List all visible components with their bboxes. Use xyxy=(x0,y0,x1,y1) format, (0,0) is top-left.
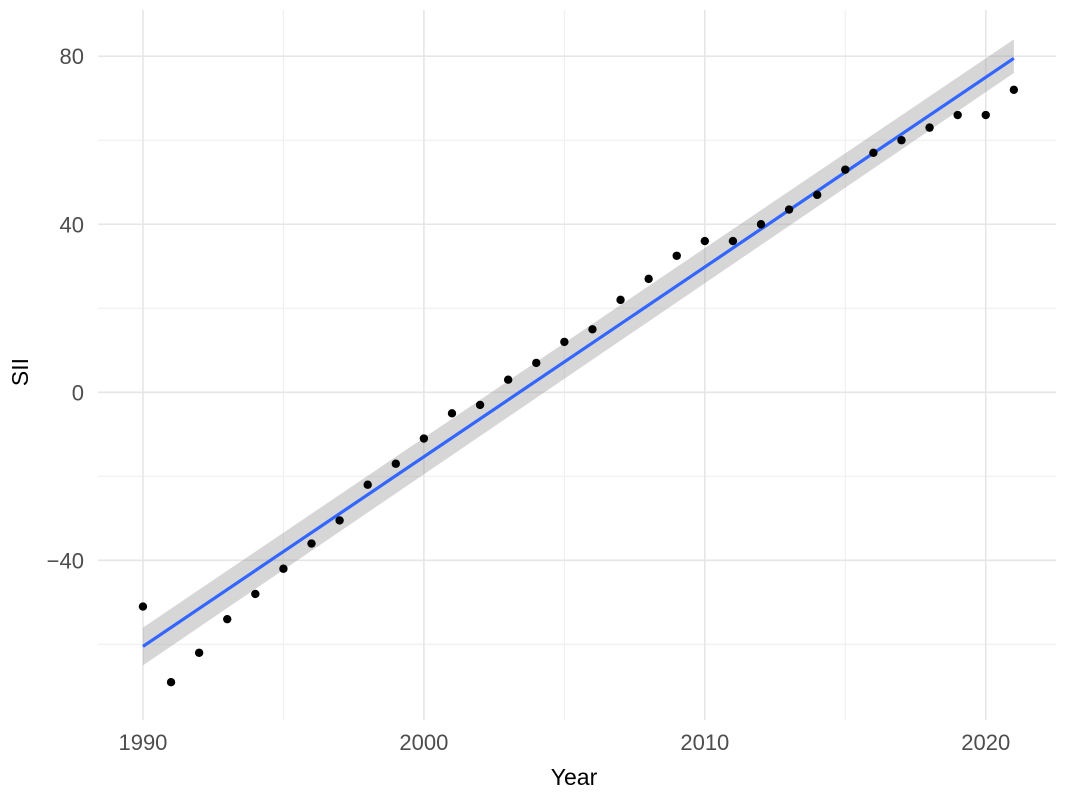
x-tick-label: 2010 xyxy=(680,730,729,755)
data-point xyxy=(391,459,400,468)
x-tick-label: 1990 xyxy=(118,730,167,755)
data-point xyxy=(138,602,148,611)
data-points xyxy=(138,85,1019,687)
data-point xyxy=(223,614,232,624)
y-tick-label: −40 xyxy=(47,548,84,573)
x-axis-title: Year xyxy=(551,764,598,790)
data-point xyxy=(672,251,681,260)
data-point xyxy=(897,136,906,145)
data-point xyxy=(447,409,457,418)
data-point xyxy=(784,205,794,214)
grid-major xyxy=(98,10,1056,720)
data-point xyxy=(869,148,878,158)
data-point xyxy=(616,295,625,305)
trend-line-layer xyxy=(142,56,1015,648)
y-axis-title: SII xyxy=(7,358,33,386)
data-point xyxy=(981,110,990,120)
data-point xyxy=(419,434,429,443)
data-point xyxy=(813,190,822,200)
x-tick-label: 2000 xyxy=(399,730,448,755)
data-point xyxy=(953,110,962,120)
data-point xyxy=(560,337,569,347)
y-tick-label: 0 xyxy=(72,380,84,405)
data-point xyxy=(363,480,372,489)
data-point xyxy=(503,375,513,384)
data-point xyxy=(475,400,485,410)
grid-minor xyxy=(98,10,1056,720)
x-axis-ticks: 1990 2000 2010 2020 xyxy=(118,730,1010,755)
data-point xyxy=(335,516,344,525)
trend-line xyxy=(142,56,1015,648)
data-point xyxy=(251,589,260,599)
data-point xyxy=(925,123,934,132)
x-tick-label: 2020 xyxy=(961,730,1010,755)
data-point xyxy=(588,325,597,334)
data-point xyxy=(700,236,710,246)
data-point xyxy=(194,648,204,657)
data-point xyxy=(307,539,316,548)
data-point xyxy=(279,564,288,573)
data-point xyxy=(1009,85,1019,95)
y-tick-label: 40 xyxy=(60,212,84,237)
data-point xyxy=(532,358,541,368)
data-point xyxy=(644,274,653,284)
data-point xyxy=(841,165,850,174)
data-point xyxy=(756,220,766,229)
y-axis-ticks: −40 0 40 80 xyxy=(47,44,84,573)
data-point xyxy=(728,236,738,246)
y-tick-label: 80 xyxy=(60,44,84,69)
data-point xyxy=(166,677,176,687)
